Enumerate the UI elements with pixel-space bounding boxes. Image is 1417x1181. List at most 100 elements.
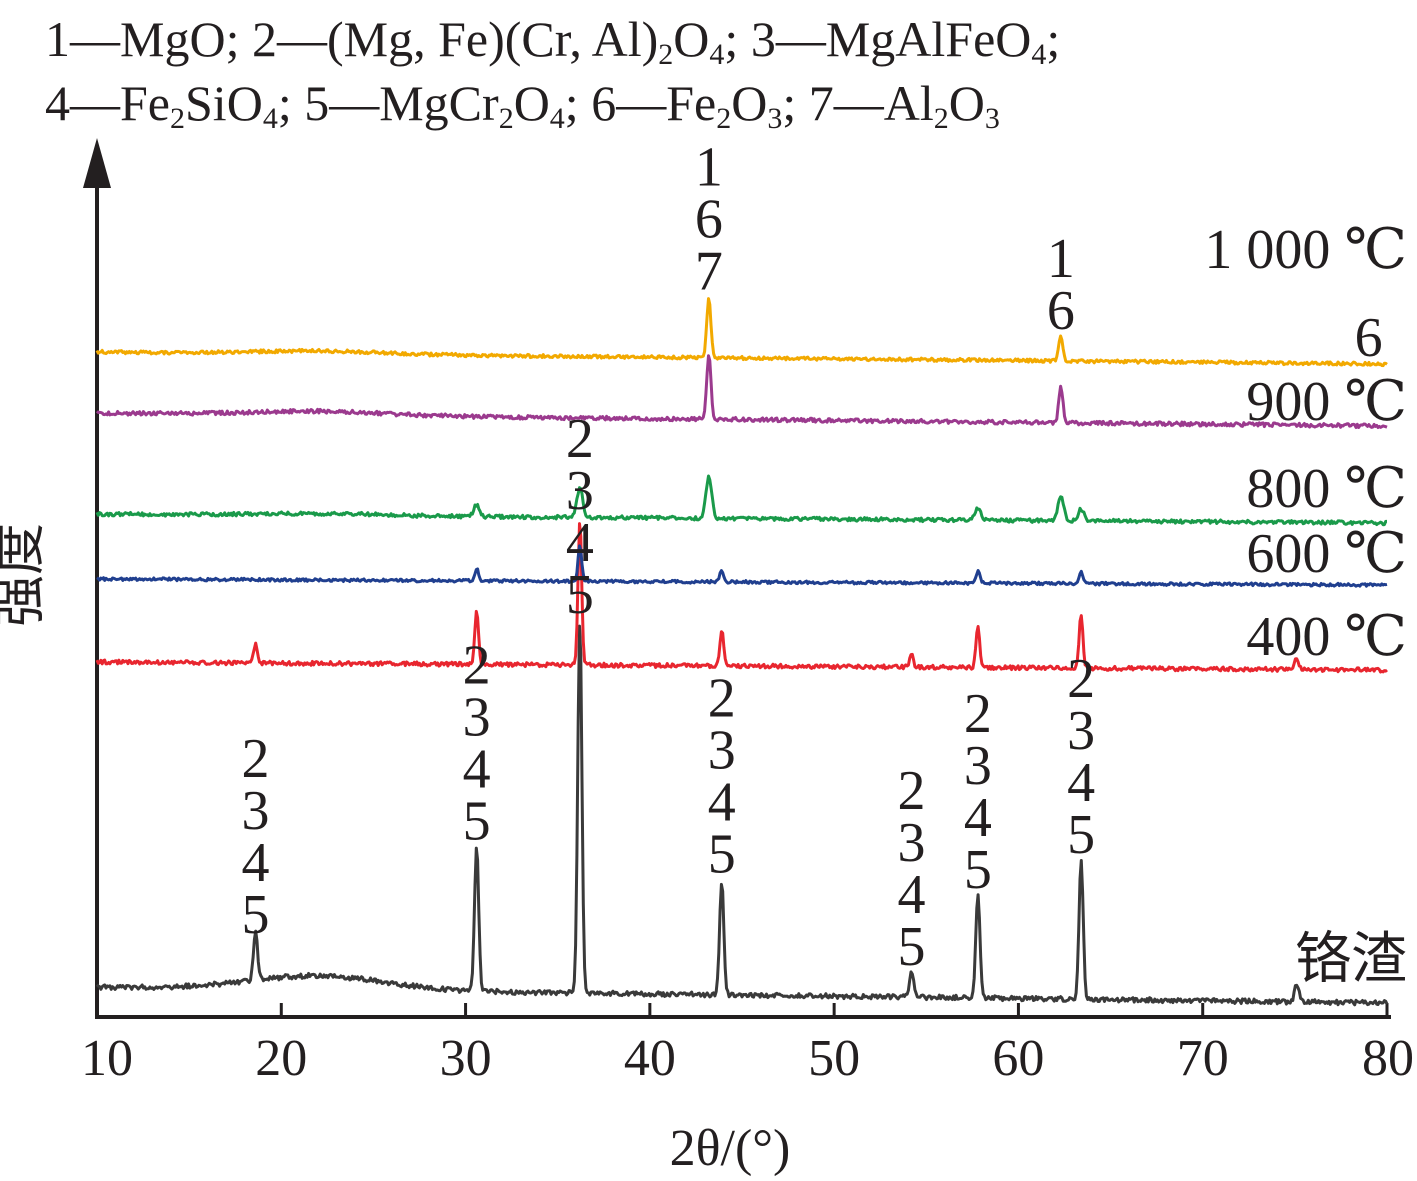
peak-label: 5	[708, 824, 736, 886]
legend-entry-number: 7	[808, 75, 834, 131]
formula-text: O	[948, 75, 985, 131]
peak-label: 2	[241, 728, 269, 790]
formula-text: (Mg, Fe)(Cr, Al)	[326, 11, 659, 67]
formula-subscript: 4	[709, 38, 725, 71]
series-line	[95, 354, 1388, 429]
legend-entry-dash: —	[276, 11, 327, 67]
peak-label: 3	[898, 812, 926, 874]
peak-label: 6	[1355, 307, 1383, 369]
legend-entry-number: 5	[304, 75, 330, 131]
peak-label: 6	[695, 189, 723, 251]
x-tick-label: 40	[624, 1030, 676, 1087]
legend-entry-6: 6—Fe2O3;	[591, 75, 809, 134]
series-label: 1 000 ℃	[1204, 219, 1407, 281]
series-line	[95, 474, 1388, 527]
x-tick-label: 60	[992, 1030, 1044, 1087]
legend-entry-5: 5—MgCr2O4;	[304, 75, 592, 134]
x-tick-label: 10	[81, 1030, 133, 1087]
legend-entry-3: 3—MgAlFeO4;	[750, 11, 1061, 70]
formula-subscript: 2	[716, 102, 732, 135]
peak-label: 3	[1067, 700, 1095, 762]
peak-label: 2	[964, 683, 992, 745]
legend-separator: ;	[277, 75, 305, 131]
legend-line-1: 1—MgO; 2—(Mg, Fe)(Cr, Al)2O4; 3—MgAlFeO4…	[45, 14, 1060, 70]
formula-subscript: 2	[170, 102, 185, 135]
formula-text: MgAlFeO	[825, 11, 1032, 67]
x-tick-label: 80	[1362, 1030, 1414, 1087]
legend-separator: ;	[564, 75, 592, 131]
y-axis-arrow-icon	[83, 138, 111, 188]
peak-label: 5	[898, 916, 926, 978]
formula-subscript: 2	[498, 102, 514, 135]
series-label: 400 ℃	[1246, 606, 1407, 668]
x-tick-labels: 10 20 30 40 50 60 70 80	[81, 1030, 1414, 1087]
legend-separator: ;	[724, 11, 751, 67]
x-axis-label: 2θ/(°)	[670, 1120, 791, 1177]
series-line	[95, 297, 1388, 368]
formula-text: Fe	[666, 75, 717, 131]
legend-entry-number: 3	[750, 11, 776, 67]
formula-subscript: 4	[1031, 38, 1047, 71]
peak-label: 4	[708, 772, 736, 834]
peak-label: 5	[566, 564, 594, 626]
formula-text: Fe	[120, 75, 170, 131]
peak-label: 4	[463, 739, 491, 801]
peak-label: 2	[708, 668, 736, 730]
series-line	[95, 624, 1389, 1007]
formula-subscript: 2	[658, 38, 674, 71]
peak-label: 4	[898, 864, 926, 926]
traces	[95, 297, 1389, 1007]
legend-entry-7: 7—Al2O3	[808, 75, 1000, 134]
peak-label: 4	[566, 512, 594, 574]
legend-entry-dash: —	[833, 75, 884, 131]
peak-label: 1	[1047, 228, 1075, 290]
x-tick-label: 70	[1177, 1030, 1229, 1087]
formula-subscript: 2	[933, 102, 949, 135]
formula-text: MgO	[120, 11, 226, 67]
series-label: 600 ℃	[1246, 523, 1407, 585]
legend-separator: ;	[225, 11, 252, 67]
peak-label: 2	[566, 408, 594, 470]
peak-label: 2	[1067, 648, 1095, 710]
peak-label: 2	[463, 635, 491, 697]
legend-entry-dash: —	[775, 11, 826, 67]
peak-label: 1	[695, 137, 723, 199]
peak-label: 2	[898, 760, 926, 822]
formula-text: O	[731, 75, 768, 131]
formula-subscript: 4	[262, 102, 278, 135]
axes	[83, 138, 1391, 1019]
legend-entry-1: 1—MgO;	[45, 11, 252, 67]
legend-entry-number: 1	[45, 11, 70, 67]
legend-entry-dash: —	[70, 75, 120, 131]
formula-text: SiO	[185, 75, 263, 131]
legend-entry-dash: —	[616, 75, 667, 131]
legend-entry-number: 4	[45, 75, 70, 131]
formula-subscript: 3	[984, 102, 1000, 135]
peak-label: 6	[1047, 280, 1075, 342]
series-label: 铬渣	[1295, 929, 1407, 991]
peak-label: 4	[241, 832, 269, 894]
formula-text: MgCr	[379, 75, 499, 131]
x-tick-label: 20	[255, 1030, 307, 1087]
legend-entry-number: 2	[251, 11, 277, 67]
peak-label: 4	[964, 787, 992, 849]
legend-separator: ;	[1046, 11, 1061, 67]
peak-label: 5	[1067, 804, 1095, 866]
formula-subscript: 4	[549, 102, 565, 135]
legend-entry-dash: —	[70, 11, 120, 67]
legend-entry-2: 2—(Mg, Fe)(Cr, Al)2O4;	[251, 11, 751, 70]
peak-label: 3	[964, 735, 992, 797]
peak-label: 5	[964, 839, 992, 901]
legend-entry-4: 4—Fe2SiO4;	[45, 75, 305, 134]
peak-label: 3	[241, 780, 269, 842]
formula-text: Al	[883, 75, 934, 131]
peak-label: 3	[708, 720, 736, 782]
peak-label: 4	[1067, 752, 1095, 814]
peak-label: 3	[566, 460, 594, 522]
formula-text: O	[513, 75, 550, 131]
legend-entry-dash: —	[329, 75, 380, 131]
peak-label: 5	[241, 884, 269, 946]
formula-subscript: 3	[767, 102, 783, 135]
